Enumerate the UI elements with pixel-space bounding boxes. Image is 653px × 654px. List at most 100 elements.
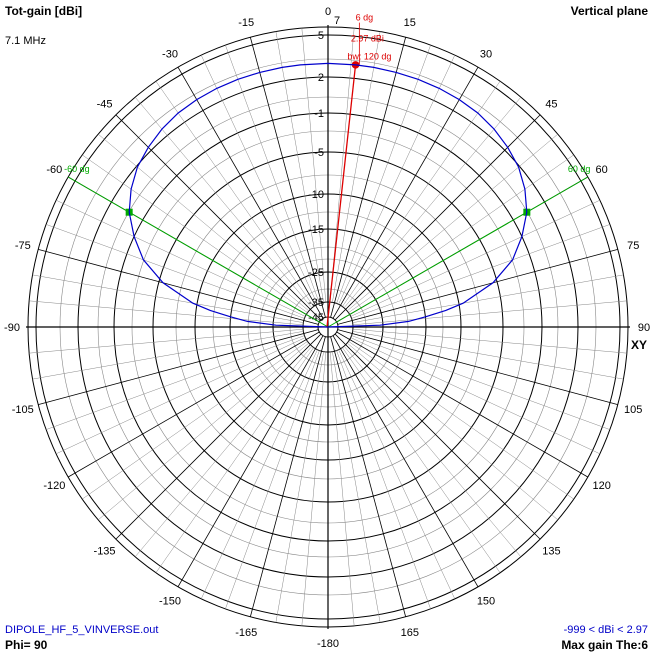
angle-tick-label: 135	[542, 545, 560, 557]
angle-tick-label: 45	[545, 99, 557, 111]
angle-tick-label: 30	[480, 48, 492, 60]
spoke	[336, 350, 431, 609]
angle-tick-label: -60	[46, 164, 62, 176]
spoke	[200, 55, 318, 305]
radial-labels: 5 2 -1 -5 -10 -15 -25 -35 -45 7	[308, 15, 340, 324]
radial-tick-label: 5	[318, 30, 324, 42]
spoke	[155, 81, 314, 307]
max-gain-value-label: 2.97 dBi	[351, 34, 384, 44]
radial-tick-label: -10	[308, 189, 324, 201]
spoke	[275, 351, 324, 623]
spoke	[249, 37, 326, 318]
spoke	[332, 351, 381, 623]
max-gain-line	[326, 64, 357, 328]
spoke	[115, 114, 322, 321]
spoke	[352, 274, 624, 323]
spoke	[350, 337, 600, 455]
spoke	[225, 45, 320, 304]
spoke	[352, 300, 627, 326]
radial-tick-label: 2	[318, 72, 324, 84]
spoke	[38, 329, 319, 406]
angle-tick-label: 150	[477, 596, 495, 608]
spoke	[348, 341, 574, 500]
spoke	[46, 224, 305, 319]
angle-tick-label: -45	[97, 99, 113, 111]
angle-tick-label: 90	[638, 322, 650, 334]
angle-tick-label: -15	[238, 17, 254, 29]
spoke	[32, 331, 304, 380]
spoke	[338, 349, 456, 599]
spoke	[177, 335, 324, 588]
spoke	[301, 351, 327, 626]
spoke	[346, 133, 558, 312]
spoke	[350, 199, 600, 317]
spoke	[330, 336, 407, 617]
markers: -60 dg 60 dg 6 dg 2.97 dBi bw: 120 dg	[64, 13, 591, 328]
spoke	[29, 300, 304, 326]
file-name: DIPOLE_HF_5_VINVERSE.out	[5, 624, 159, 636]
beamwidth-line	[327, 176, 589, 328]
spoke	[342, 347, 501, 573]
angle-tick-label: -90	[4, 322, 20, 334]
frequency-label: 7.1 MHz	[5, 35, 46, 47]
gain-range: -999 < dBi < 2.97	[563, 624, 648, 636]
spoke	[348, 154, 574, 313]
angle-tick-label: 165	[401, 627, 419, 639]
spoke	[155, 347, 314, 573]
spoke	[249, 336, 326, 617]
radial-top-label: 7	[334, 15, 340, 27]
spoke	[134, 345, 313, 557]
spoke	[336, 45, 431, 304]
spoke	[336, 331, 589, 478]
angle-tick-label: 105	[624, 404, 642, 416]
spoke	[329, 351, 355, 626]
spoke	[134, 97, 313, 309]
radial-tick-label: -35	[308, 297, 324, 309]
angle-labels: 0 15 30 45 60 75 90 105 120 135 150 165 -180 -165 -150…	[4, 6, 650, 650]
spoke	[29, 328, 304, 354]
spoke	[343, 97, 522, 309]
chart-title: Tot-gain [dBi]	[5, 4, 83, 18]
angle-tick-label: -105	[12, 404, 34, 416]
angle-tick-label: 15	[404, 17, 416, 29]
spoke	[56, 199, 306, 317]
spoke	[82, 341, 308, 500]
angle-tick-label: -75	[15, 240, 31, 252]
max-gain-angle-label: 6 dg	[356, 13, 374, 23]
angle-tick-label: 120	[592, 480, 610, 492]
spoke	[334, 333, 541, 540]
beamwidth-label: -60 dg	[64, 164, 90, 174]
spoke	[332, 31, 381, 303]
spoke	[332, 66, 479, 319]
spoke	[352, 331, 624, 380]
spoke	[98, 133, 310, 312]
spoke	[330, 37, 407, 318]
angle-tick-label: -180	[317, 638, 339, 650]
spoke	[225, 350, 320, 609]
spoke	[352, 328, 627, 354]
spoke	[32, 274, 304, 323]
spoke	[275, 31, 324, 303]
phi-label: Phi= 90	[5, 638, 48, 652]
angle-tick-label: 75	[627, 240, 639, 252]
series-layer	[128, 62, 528, 328]
angle-tick-label: 60	[596, 164, 608, 176]
angle-tick-label: -120	[43, 480, 65, 492]
spoke	[342, 81, 501, 307]
angle-tick-label: -30	[162, 48, 178, 60]
radial-tick-label: -15	[308, 224, 324, 236]
spoke	[351, 335, 610, 430]
radial-tick-label: -5	[314, 147, 324, 159]
gain-pattern-line	[128, 62, 528, 328]
angle-tick-label: -135	[94, 545, 116, 557]
spoke	[337, 248, 618, 325]
plane-label: Vertical plane	[570, 4, 648, 18]
max-gain-label: Max gain The:6	[561, 638, 648, 652]
spoke	[56, 337, 306, 455]
beamwidth-value-label: bw: 120 dg	[347, 52, 391, 62]
axis-label-xy: XY	[631, 338, 647, 352]
radial-tick-label: -45	[308, 312, 324, 324]
beamwidth-label: 60 dg	[568, 164, 591, 174]
radial-tick-label: -25	[308, 267, 324, 279]
